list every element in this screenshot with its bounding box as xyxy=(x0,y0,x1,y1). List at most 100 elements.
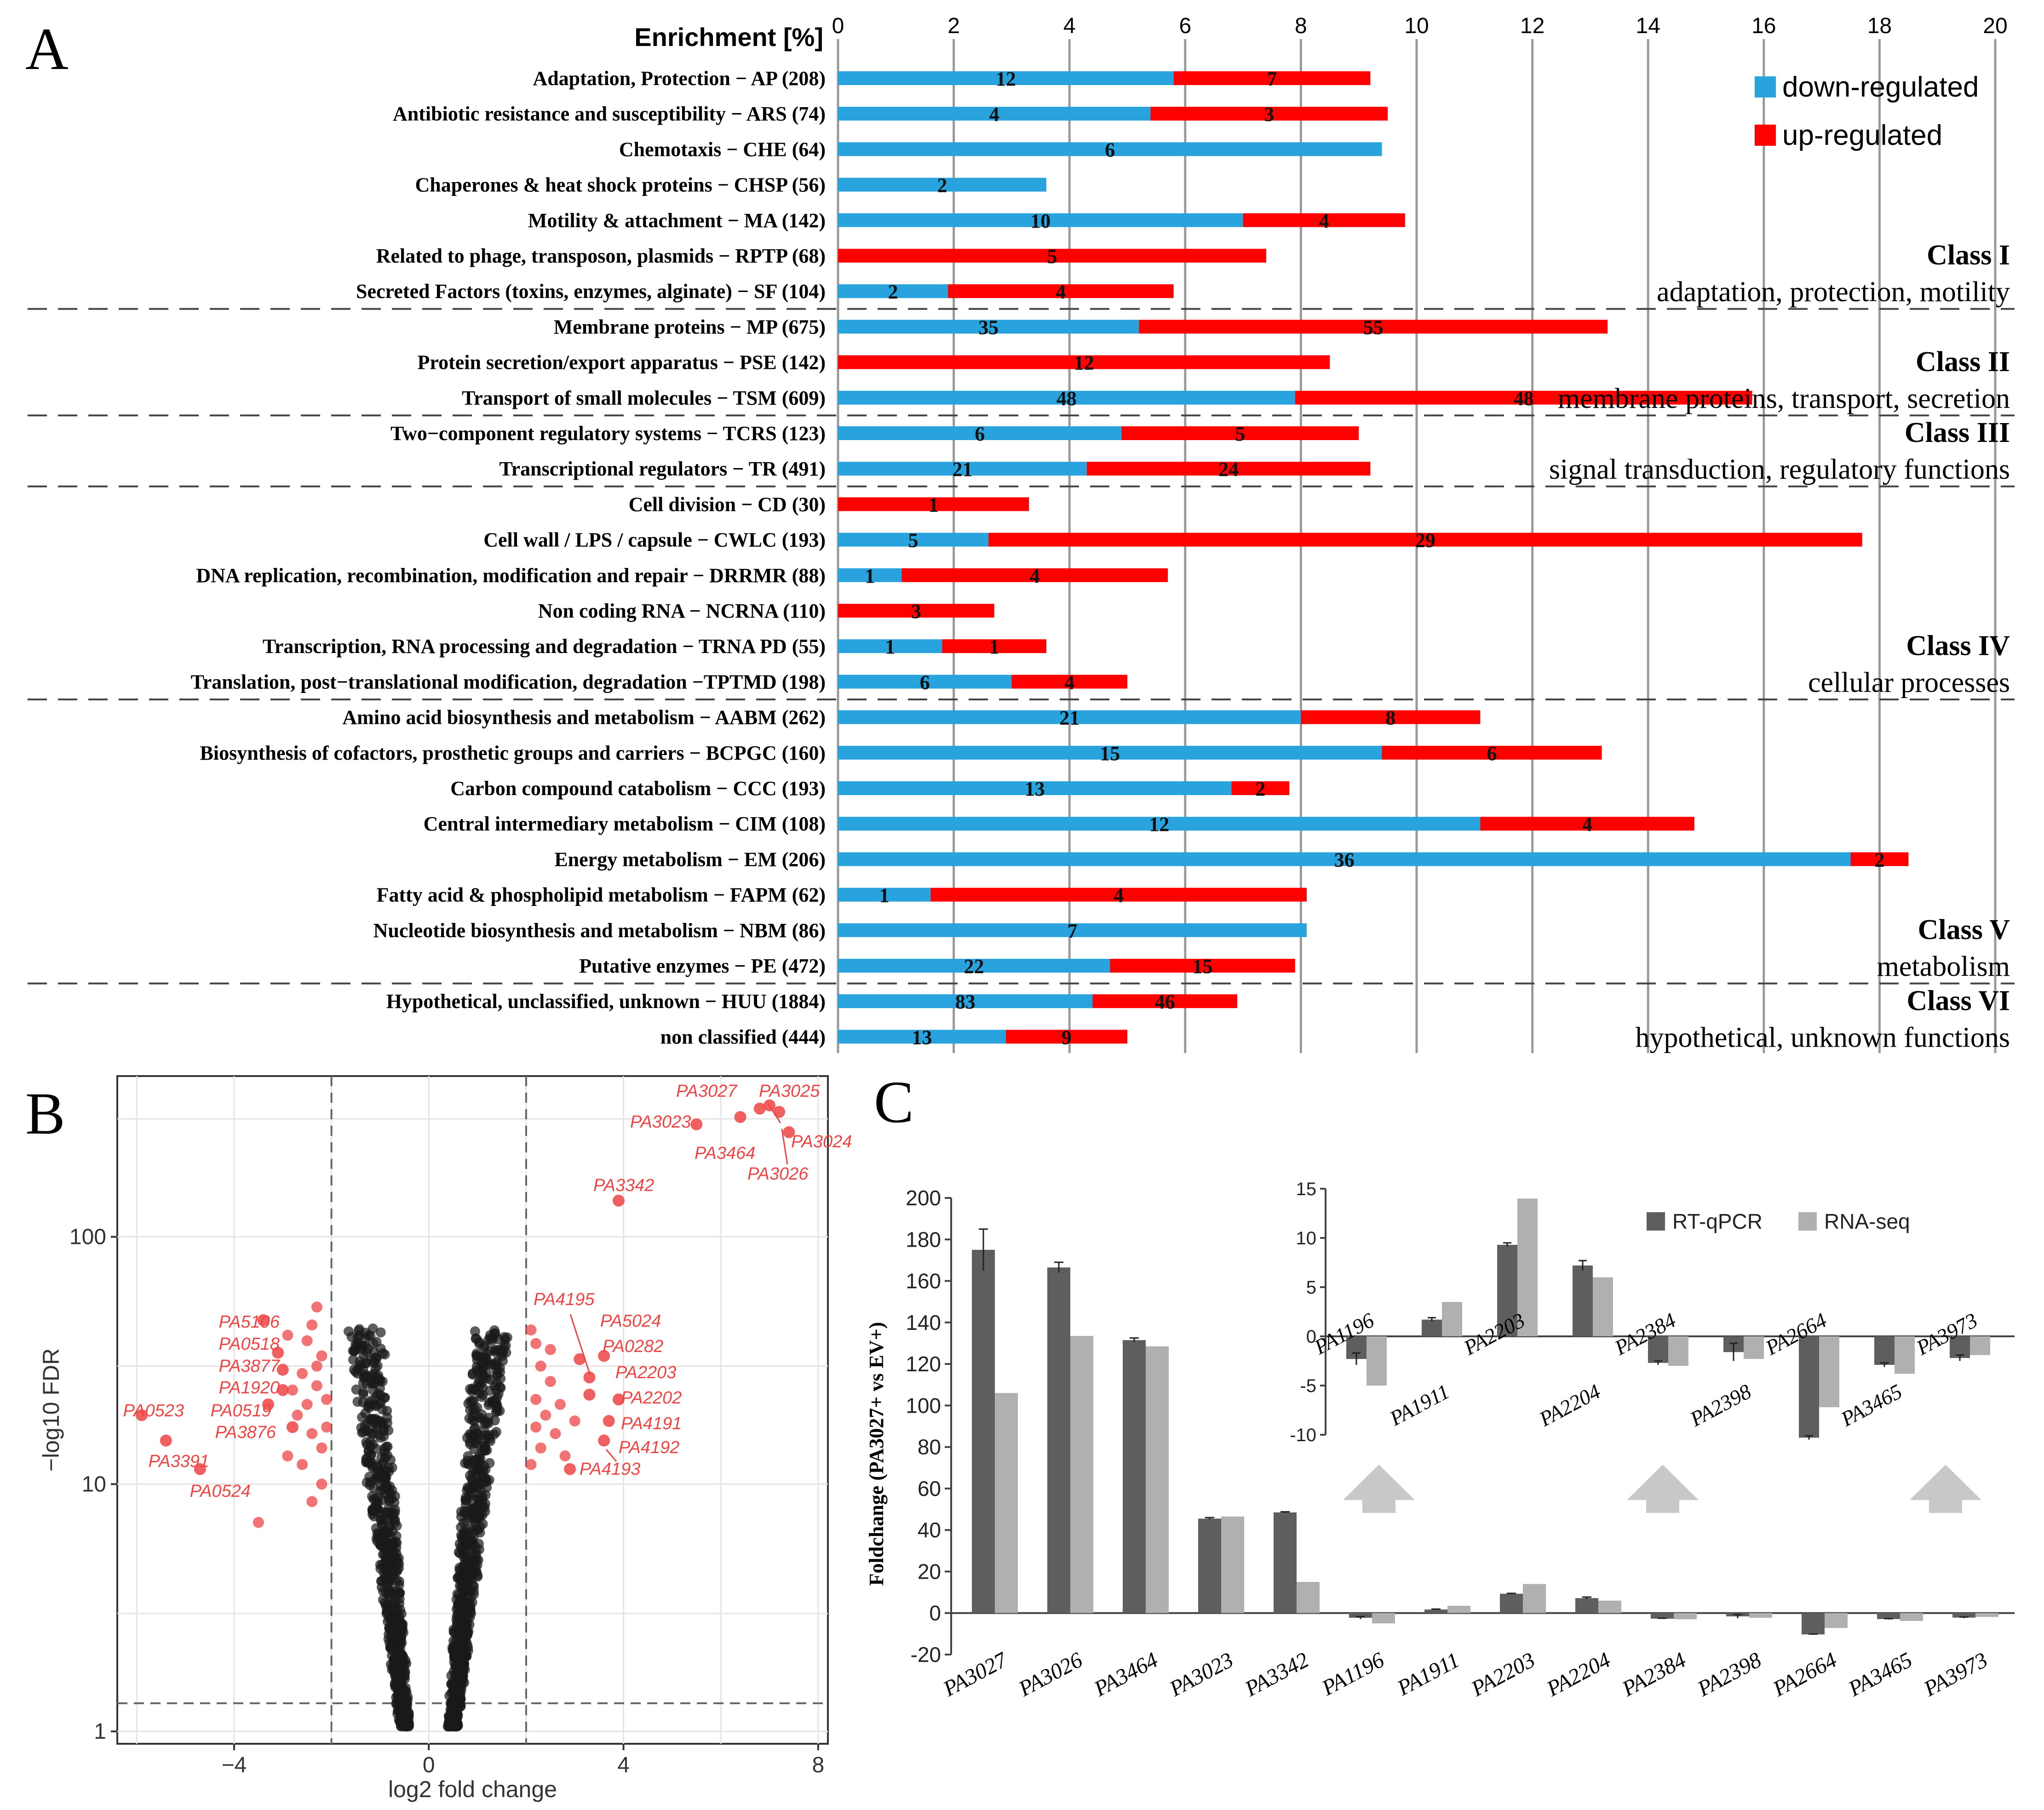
c-category-label: PA3464 xyxy=(1090,1648,1162,1701)
b-point xyxy=(384,1580,394,1590)
a-category-label: Carbon compound catabolism − CCC (193) xyxy=(450,777,826,800)
b-point-significant xyxy=(301,1335,313,1346)
a-category-label: Two−component regulatory systems − TCRS … xyxy=(390,422,826,445)
a-bar-up-count: 24 xyxy=(1218,458,1239,481)
b-point-significant xyxy=(545,1344,556,1355)
a-bar-up xyxy=(1231,781,1290,795)
b-leader-line xyxy=(767,1103,781,1123)
b-leader-line xyxy=(569,1314,591,1375)
b-point-labeled xyxy=(598,1434,610,1447)
c-bar-rnaseq xyxy=(1900,1613,1923,1621)
b-point-labeled xyxy=(734,1111,746,1123)
c-bar-qpcr xyxy=(1349,1613,1372,1618)
b-point xyxy=(461,1567,471,1577)
a-bar-down xyxy=(838,1030,1006,1044)
c-category-label: PA1911 xyxy=(1393,1648,1464,1701)
a-bar-down-count: 36 xyxy=(1334,848,1355,871)
b-point xyxy=(467,1396,478,1406)
a-bar-down xyxy=(838,71,1174,85)
b-point xyxy=(375,1540,386,1551)
b-point-labeled xyxy=(194,1463,206,1475)
a-category-label: Non coding RNA − NCRNA (110) xyxy=(538,600,826,622)
a-x-tick-label: 0 xyxy=(832,14,844,38)
b-point xyxy=(371,1466,382,1476)
a-category-label: non classified (444) xyxy=(660,1025,826,1048)
a-bar-up-count: 2 xyxy=(1874,848,1884,871)
a-bar-up xyxy=(1110,959,1295,973)
b-point-significant xyxy=(321,1394,333,1405)
c-bar-qpcr xyxy=(1575,1598,1598,1613)
a-bar-down-count: 1 xyxy=(885,636,895,658)
a-category-label: Hypothetical, unclassified, unknown − HU… xyxy=(386,990,826,1013)
c-bar-rnaseq xyxy=(1372,1613,1395,1624)
b-point xyxy=(468,1411,479,1421)
a-bar-down xyxy=(838,781,1232,795)
a-bar-up-count: 9 xyxy=(1062,1026,1072,1048)
a-bar-up xyxy=(838,497,1029,511)
a-bar-down xyxy=(838,852,1851,866)
b-point-significant xyxy=(253,1517,264,1528)
c-bar-rnaseq xyxy=(1749,1613,1772,1618)
a-bar-down xyxy=(838,568,902,582)
a-x-axis-title: Enrichment [%] xyxy=(634,23,823,52)
a-bar-up xyxy=(838,249,1266,263)
b-x-tick-label: −4 xyxy=(222,1753,247,1777)
panel-c-foldchange-chart: -20020406080100120140160180200Foldchange… xyxy=(865,1179,2015,1701)
c-inset-y-tick-label: -10 xyxy=(1290,1425,1316,1445)
c-legend-swatch-rnaseq xyxy=(1798,1212,1817,1231)
b-point xyxy=(361,1437,372,1448)
b-point xyxy=(397,1718,408,1729)
b-point xyxy=(398,1627,408,1638)
b-point-labeled xyxy=(612,1194,625,1207)
b-point xyxy=(385,1455,396,1465)
b-gene-label: PA3876 xyxy=(215,1423,276,1442)
a-bar-up-count: 4 xyxy=(1319,210,1329,232)
b-point xyxy=(370,1415,381,1426)
a-bar-up-count: 15 xyxy=(1193,955,1213,978)
c-inset-category-label: PA3465 xyxy=(1837,1380,1906,1431)
b-point-cloud xyxy=(344,1323,512,1732)
c-inset-y-tick-label: 0 xyxy=(1306,1327,1316,1347)
b-point-significant xyxy=(530,1394,542,1405)
c-legend-swatch-qpcr xyxy=(1647,1212,1665,1231)
a-class-name: Class VI xyxy=(1906,985,2010,1016)
a-bar-up xyxy=(1480,817,1694,831)
b-point-significant xyxy=(540,1409,551,1421)
b-point-significant xyxy=(316,1350,327,1362)
c-inset-category-label: PA2398 xyxy=(1686,1380,1755,1431)
a-bar-down-count: 13 xyxy=(1025,778,1045,800)
a-category-label: Amino acid biosynthesis and metabolism −… xyxy=(342,706,826,729)
b-point-labeled xyxy=(583,1371,596,1384)
b-point xyxy=(362,1344,373,1354)
b-point-labeled xyxy=(598,1350,610,1362)
a-bar-up-count: 4 xyxy=(1114,884,1124,907)
b-x-tick-label: 4 xyxy=(617,1753,630,1777)
a-bar-up xyxy=(838,355,1330,369)
c-bar-qpcr xyxy=(1047,1267,1070,1613)
b-point xyxy=(381,1472,391,1482)
b-point xyxy=(390,1596,401,1606)
b-point xyxy=(470,1431,480,1441)
b-point xyxy=(370,1363,381,1374)
a-class-name: Class V xyxy=(1918,914,2010,945)
a-bar-up-count: 3 xyxy=(911,600,921,623)
a-bar-up xyxy=(1295,390,1752,405)
a-bar-down xyxy=(838,462,1087,476)
a-x-tick-label: 2 xyxy=(947,14,960,38)
a-bar-down-count: 2 xyxy=(888,281,898,303)
a-bar-up xyxy=(1150,107,1388,121)
b-point xyxy=(382,1481,392,1492)
c-bar-rnaseq xyxy=(1447,1605,1470,1613)
a-bar-up-count: 46 xyxy=(1155,991,1175,1013)
b-point xyxy=(490,1358,501,1368)
b-gene-label: PA0519 xyxy=(211,1401,271,1421)
a-bar-down-count: 10 xyxy=(1030,210,1051,232)
b-gene-label: PA3023 xyxy=(630,1112,691,1132)
a-bar-up-count: 4 xyxy=(1030,565,1040,587)
a-bar-down xyxy=(838,923,1307,937)
b-gene-label: PA4192 xyxy=(619,1438,679,1457)
a-class-description: adaptation, protection, motility xyxy=(1657,276,2010,308)
b-gene-label: PA0518 xyxy=(219,1335,280,1354)
b-gene-label: PA2202 xyxy=(621,1388,682,1408)
b-point xyxy=(469,1444,479,1455)
